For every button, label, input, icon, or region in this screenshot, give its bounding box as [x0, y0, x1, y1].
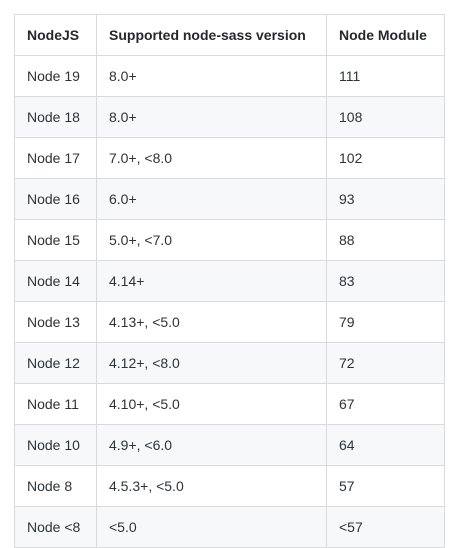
table-row: Node 8 4.5.3+, <5.0 57 [14, 465, 445, 507]
cell-node-module: 102 [326, 137, 445, 179]
cell-nodejs: Node 12 [14, 342, 97, 384]
cell-node-sass-version: 4.10+, <5.0 [96, 383, 327, 425]
cell-nodejs: Node 8 [14, 465, 97, 507]
cell-node-sass-version: 4.9+, <6.0 [96, 424, 327, 466]
cell-nodejs: Node 15 [14, 219, 97, 261]
cell-nodejs: Node 14 [14, 260, 97, 302]
table-row: Node 10 4.9+, <6.0 64 [14, 424, 445, 466]
cell-node-module: 64 [326, 424, 445, 466]
cell-node-module: 93 [326, 178, 445, 220]
cell-node-sass-version: 8.0+ [96, 55, 327, 97]
cell-nodejs: Node 13 [14, 301, 97, 343]
cell-node-module: 57 [326, 465, 445, 507]
cell-node-sass-version: 4.14+ [96, 260, 327, 302]
table-row: Node 15 5.0+, <7.0 88 [14, 219, 445, 261]
table-row: Node 17 7.0+, <8.0 102 [14, 137, 445, 179]
table-row: Node 16 6.0+ 93 [14, 178, 445, 220]
cell-nodejs: Node 10 [14, 424, 97, 466]
cell-node-sass-version: 7.0+, <8.0 [96, 137, 327, 179]
cell-nodejs: Node 11 [14, 383, 97, 425]
cell-nodejs: Node 16 [14, 178, 97, 220]
table-row: Node 13 4.13+, <5.0 79 [14, 301, 445, 343]
cell-node-sass-version: 4.13+, <5.0 [96, 301, 327, 343]
header-nodejs: NodeJS [14, 14, 97, 56]
table-row: Node 14 4.14+ 83 [14, 260, 445, 302]
cell-node-module: 72 [326, 342, 445, 384]
cell-node-sass-version: <5.0 [96, 506, 327, 548]
table-row: Node 19 8.0+ 111 [14, 55, 445, 97]
header-node-sass-version: Supported node-sass version [96, 14, 327, 56]
table-row: Node 11 4.10+, <5.0 67 [14, 383, 445, 425]
cell-nodejs: Node 18 [14, 96, 97, 138]
header-node-module: Node Module [326, 14, 445, 56]
cell-node-module: 88 [326, 219, 445, 261]
cell-nodejs: Node 19 [14, 55, 97, 97]
table-header-row: NodeJS Supported node-sass version Node … [14, 14, 445, 56]
cell-node-sass-version: 4.5.3+, <5.0 [96, 465, 327, 507]
table-row: Node 18 8.0+ 108 [14, 96, 445, 138]
cell-node-module: 111 [326, 55, 445, 97]
cell-nodejs: Node <8 [14, 506, 97, 548]
cell-node-sass-version: 8.0+ [96, 96, 327, 138]
cell-nodejs: Node 17 [14, 137, 97, 179]
table-row: Node 12 4.12+, <8.0 72 [14, 342, 445, 384]
compatibility-table-container: NodeJS Supported node-sass version Node … [14, 14, 445, 548]
cell-node-sass-version: 5.0+, <7.0 [96, 219, 327, 261]
table-row: Node <8 <5.0 <57 [14, 506, 445, 548]
cell-node-sass-version: 4.12+, <8.0 [96, 342, 327, 384]
cell-node-module: <57 [326, 506, 445, 548]
cell-node-sass-version: 6.0+ [96, 178, 327, 220]
cell-node-module: 79 [326, 301, 445, 343]
node-sass-compatibility-table: NodeJS Supported node-sass version Node … [14, 14, 445, 548]
cell-node-module: 108 [326, 96, 445, 138]
cell-node-module: 83 [326, 260, 445, 302]
cell-node-module: 67 [326, 383, 445, 425]
